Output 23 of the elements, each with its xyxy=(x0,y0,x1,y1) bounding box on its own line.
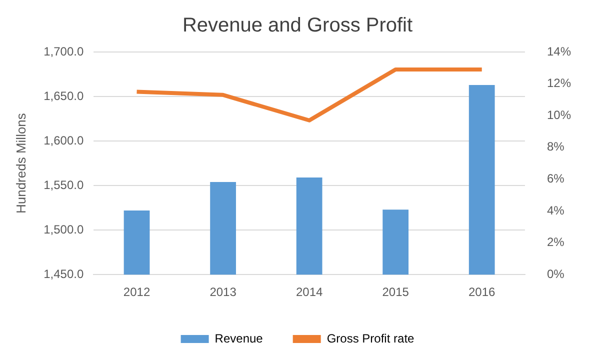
y2-tick-label: 14% xyxy=(546,44,572,58)
x-tick-label: 2014 xyxy=(296,285,323,300)
y-tick-label: 1,700.0 xyxy=(44,44,84,58)
y2-tick-label: 6% xyxy=(546,172,565,186)
y2-tick-label: 2% xyxy=(546,235,565,250)
y2-tick-label: 8% xyxy=(546,140,565,154)
x-tick-label: 2015 xyxy=(382,285,410,300)
x-tick-label: 2012 xyxy=(123,285,150,300)
y-axis-title: Hundreds Millons xyxy=(13,112,28,214)
y2-tick-label: 10% xyxy=(546,108,572,122)
x-tick-label: 2013 xyxy=(210,285,237,300)
y-tick-label: 1,550.0 xyxy=(44,178,84,192)
y-tick-label: 1,650.0 xyxy=(44,88,84,103)
legend-label: Revenue xyxy=(214,331,264,346)
chart-title: Revenue and Gross Profit xyxy=(182,14,413,37)
x-tick-label: 2016 xyxy=(468,285,496,300)
y-tick-label: 1,450.0 xyxy=(44,266,84,281)
y2-tick-label: 0% xyxy=(546,266,565,281)
y-tick-label: 1,500.0 xyxy=(44,222,84,236)
y-tick-label: 1,600.0 xyxy=(44,133,84,148)
y2-tick-label: 12% xyxy=(546,76,572,90)
y2-tick-label: 4% xyxy=(546,203,565,218)
legend-label: Gross Profit rate xyxy=(326,331,415,346)
